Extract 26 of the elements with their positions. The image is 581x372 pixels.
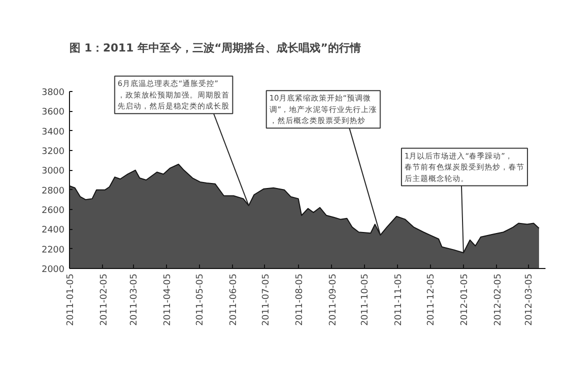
x-tick-label: 2012-03-05 (524, 273, 535, 326)
x-tick-label: 2011-05-05 (196, 273, 206, 326)
chart-title: 图 1：2011 年中至今，三波“周期搭台、成长唱戏”的行情 (70, 42, 361, 54)
x-tick-label: 2012-02-05 (493, 273, 504, 326)
y-tick-label: 2800 (42, 186, 65, 196)
y-tick-label: 3200 (42, 147, 65, 157)
x-tick-label: 2011-10-05 (360, 273, 371, 326)
y-tick-label: 3600 (42, 108, 65, 118)
x-tick-label: 2011-11-05 (394, 273, 404, 326)
x-tick-label: 2011-09-05 (328, 273, 338, 326)
y-tick-label: 2400 (42, 226, 65, 236)
x-tick-label: 2011-08-05 (294, 273, 305, 326)
x-tick-label: 2011-06-05 (228, 273, 239, 326)
x-tick-label: 2011-07-05 (261, 273, 272, 326)
y-tick-label: 2600 (42, 206, 65, 216)
y-tick-label: 3800 (42, 88, 65, 98)
x-tick-label: 2011-03-05 (130, 273, 140, 326)
x-tick-label: 2012-01-05 (460, 273, 470, 326)
y-tick-label: 3400 (42, 127, 65, 138)
x-tick-label: 2011-01-05 (66, 273, 76, 326)
x-tick-label: 2011-02-05 (99, 273, 110, 326)
y-tick-label: 3000 (42, 166, 65, 177)
y-tick-label: 2000 (42, 265, 65, 275)
x-tick-label: 2011-04-05 (163, 273, 174, 326)
x-tick-label: 2011-12-05 (426, 273, 437, 326)
y-tick-label: 2200 (42, 245, 65, 256)
